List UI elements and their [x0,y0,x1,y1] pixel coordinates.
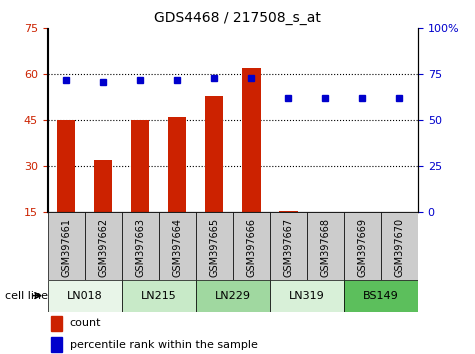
Text: GSM397662: GSM397662 [98,218,108,277]
Bar [122,280,196,312]
Bar [307,212,344,280]
Bar [270,212,307,280]
Text: GSM397667: GSM397667 [283,218,294,277]
Bar [353,212,371,215]
Bar [94,160,113,212]
Bar [122,212,159,280]
Bar [48,212,85,280]
Text: GSM397663: GSM397663 [135,218,145,277]
Bar [196,212,233,280]
Text: LN215: LN215 [141,291,177,301]
Bar [196,280,270,312]
Text: percentile rank within the sample: percentile rank within the sample [70,339,257,350]
Bar [51,337,62,352]
Bar [168,117,187,212]
Text: LN319: LN319 [289,291,325,301]
Bar [159,212,196,280]
Text: GSM397666: GSM397666 [246,218,256,277]
Text: GSM397669: GSM397669 [357,218,368,277]
Bar [131,120,149,212]
Bar [381,212,418,280]
Bar [270,280,344,312]
Bar [242,68,260,212]
Bar [51,316,62,331]
Text: GSM397665: GSM397665 [209,218,219,277]
Bar [344,280,418,312]
Text: GSM397668: GSM397668 [320,218,331,277]
Bar [205,96,224,212]
Text: GSM397664: GSM397664 [172,218,182,277]
Text: BS149: BS149 [363,291,399,301]
Bar [344,212,381,280]
Text: LN229: LN229 [215,291,251,301]
Text: GDS4468 / 217508_s_at: GDS4468 / 217508_s_at [154,11,321,25]
Text: LN018: LN018 [66,291,103,301]
Bar [85,212,122,280]
Bar [48,280,122,312]
Text: GSM397661: GSM397661 [61,218,71,277]
Text: cell line: cell line [5,291,48,301]
Text: count: count [70,318,101,329]
Bar [279,211,297,212]
Bar [233,212,270,280]
Text: GSM397670: GSM397670 [394,218,405,277]
Bar [57,120,75,212]
